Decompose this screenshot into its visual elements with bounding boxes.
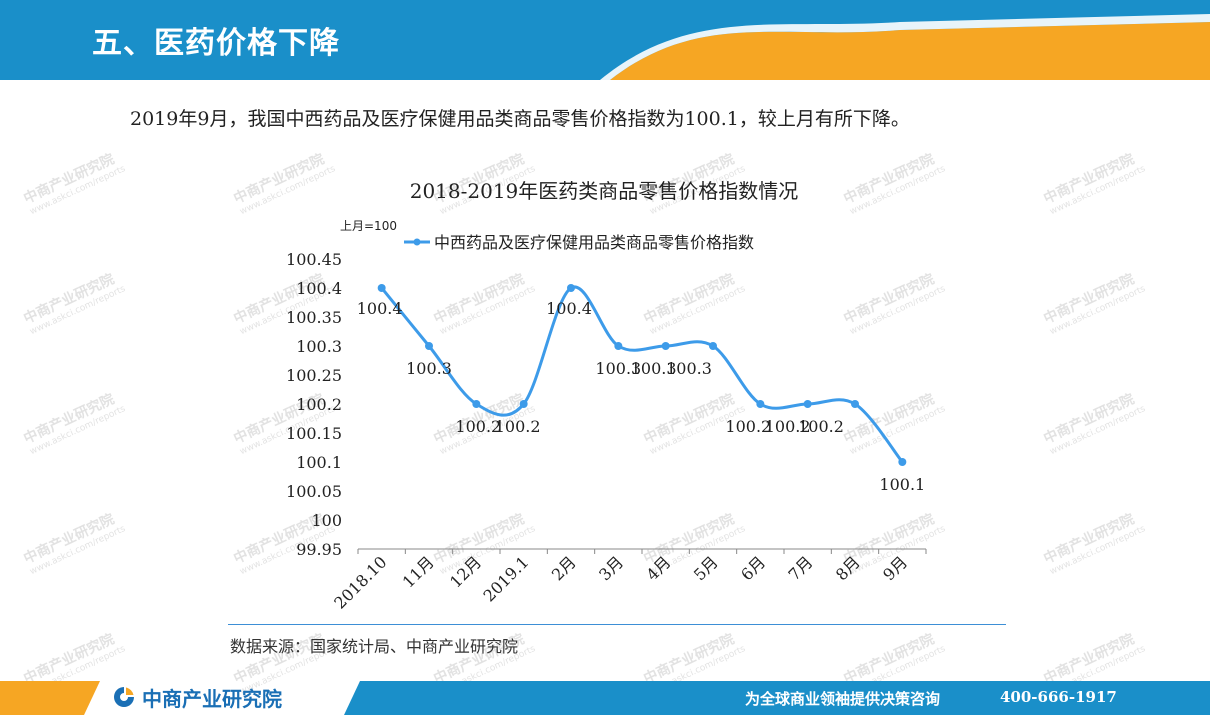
y-tick-label: 100.35	[286, 308, 342, 327]
data-point	[472, 400, 481, 408]
y-tick-label: 99.95	[296, 540, 342, 559]
data-point	[898, 458, 907, 466]
data-point	[425, 342, 433, 350]
x-tick-label: 5月	[690, 552, 722, 584]
data-point	[519, 400, 528, 408]
summary-text: 2019年9月，我国中西药品及医疗保健用品类商品零售价格指数为100.1，较上月…	[130, 108, 910, 130]
page-title: 五、医药价格下降	[92, 26, 340, 61]
y-tick-label: 100.4	[296, 279, 342, 298]
y-tick-label: 100.3	[296, 337, 342, 356]
x-tick-label: 2月	[548, 552, 580, 584]
header-banner: 五、医药价格下降	[0, 0, 1210, 80]
chart-legend: 中西药品及医疗保健用品类商品零售价格指数	[404, 233, 754, 252]
footer-phone: 400-666-1917	[1000, 688, 1117, 706]
data-label: 100.2	[725, 417, 771, 436]
data-label: 100.3	[631, 359, 677, 378]
footer-slogan: 为全球商业领袖提供决策咨询	[745, 690, 941, 708]
data-label: 100.3	[595, 359, 641, 378]
data-point	[661, 342, 670, 350]
company-logo-icon	[114, 687, 134, 707]
footer-bar	[0, 681, 1210, 715]
y-tick-label: 100.25	[286, 366, 342, 385]
data-label: 100.2	[495, 417, 541, 436]
data-point	[851, 400, 859, 408]
source-divider	[228, 624, 1006, 625]
x-tick-label: 7月	[785, 552, 817, 584]
data-source: 数据来源：国家统计局、中商产业研究院	[230, 637, 519, 656]
y-tick-label: 100.05	[286, 482, 342, 501]
data-point	[567, 284, 575, 292]
data-point	[756, 400, 765, 408]
data-point	[614, 342, 623, 350]
y-tick-label: 100.45	[286, 250, 342, 269]
plot-area: 100.4100.3100.2100.2100.4100.3100.3100.3…	[357, 284, 925, 494]
x-tick-label: 9月	[879, 552, 911, 584]
y-tick-label: 100.15	[286, 424, 342, 443]
x-tick-label: 8月	[832, 552, 864, 584]
y-tick-label: 100.1	[296, 453, 342, 472]
y-tick-label: 100.2	[296, 395, 342, 414]
data-label: 100.2	[798, 417, 844, 436]
y-unit-note: 上月=100	[340, 219, 397, 233]
x-tick-label: 3月	[595, 552, 627, 584]
data-point	[803, 400, 812, 408]
x-tick-label: 6月	[737, 552, 769, 584]
data-label: 100.4	[357, 299, 403, 318]
data-label: 100.2	[455, 417, 501, 436]
chart-title: 2018-2019年医药类商品零售价格指数情况	[410, 179, 799, 203]
x-tick-label: 2019.1	[479, 552, 532, 605]
data-label: 100.3	[666, 359, 712, 378]
line-chart: 2018-2019年医药类商品零售价格指数情况 上月=100 中西药品及医疗保健…	[286, 179, 927, 613]
data-label: 100.4	[546, 299, 592, 318]
footer-logo: 中商产业研究院	[112, 684, 282, 711]
x-tick-label: 11月	[399, 552, 438, 591]
x-tick-label: 4月	[643, 552, 675, 584]
data-label: 100.3	[406, 359, 452, 378]
data-point	[377, 284, 386, 292]
data-label: 100.1	[879, 475, 925, 494]
x-tick-label: 2018.10	[330, 552, 390, 612]
x-tick-label: 12月	[446, 552, 485, 591]
data-point	[709, 342, 717, 350]
legend-label: 中西药品及医疗保健用品类商品零售价格指数	[434, 233, 754, 252]
y-tick-label: 100	[311, 511, 342, 530]
footer-logo-text: 中商产业研究院	[142, 686, 282, 711]
data-label: 100.2	[765, 417, 811, 436]
